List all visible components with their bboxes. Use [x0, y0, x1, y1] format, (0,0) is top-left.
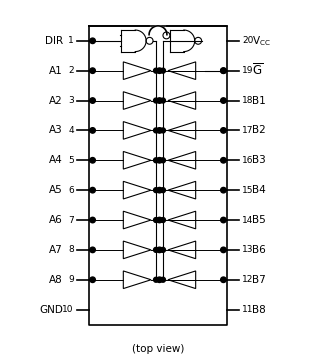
Text: B4: B4: [252, 185, 266, 195]
Text: (top view): (top view): [132, 344, 184, 354]
Circle shape: [154, 128, 158, 133]
Text: V$_{\mathregular{CC}}$: V$_{\mathregular{CC}}$: [252, 34, 271, 48]
Circle shape: [161, 247, 165, 252]
Circle shape: [90, 128, 95, 133]
Circle shape: [90, 98, 95, 103]
Text: A2: A2: [49, 96, 63, 106]
Circle shape: [90, 157, 95, 163]
Circle shape: [157, 217, 162, 223]
Circle shape: [157, 187, 162, 193]
Text: A5: A5: [49, 185, 63, 195]
Text: A8: A8: [49, 275, 63, 285]
Text: B8: B8: [252, 305, 266, 315]
Text: $\overline{\mathregular{G}}$: $\overline{\mathregular{G}}$: [252, 63, 263, 79]
Text: DIR: DIR: [45, 36, 63, 46]
Text: 2: 2: [68, 66, 74, 75]
Text: 9: 9: [68, 275, 74, 284]
Text: 20: 20: [242, 36, 254, 45]
Circle shape: [161, 128, 165, 133]
Circle shape: [157, 128, 162, 133]
Circle shape: [161, 217, 165, 222]
Circle shape: [154, 217, 158, 222]
Text: B6: B6: [252, 245, 266, 255]
Text: 14: 14: [242, 216, 254, 225]
Text: 15: 15: [242, 186, 254, 195]
Circle shape: [161, 158, 165, 163]
Circle shape: [161, 98, 165, 103]
Circle shape: [90, 38, 95, 44]
Circle shape: [154, 277, 158, 282]
Circle shape: [157, 157, 162, 163]
Text: 13: 13: [242, 245, 254, 255]
Circle shape: [90, 247, 95, 253]
Text: 11: 11: [242, 305, 254, 314]
Text: A4: A4: [49, 155, 63, 165]
Text: 19: 19: [242, 66, 254, 75]
Text: B7: B7: [252, 275, 266, 285]
Circle shape: [221, 128, 226, 133]
Text: 6: 6: [68, 186, 74, 195]
Text: 12: 12: [242, 275, 254, 284]
Text: 8: 8: [68, 245, 74, 255]
Text: 17: 17: [242, 126, 254, 135]
Circle shape: [157, 68, 162, 74]
Circle shape: [154, 188, 158, 192]
Circle shape: [157, 98, 162, 103]
Circle shape: [154, 68, 158, 73]
Text: A6: A6: [49, 215, 63, 225]
Text: 16: 16: [242, 156, 254, 165]
Circle shape: [221, 277, 226, 282]
Text: 4: 4: [68, 126, 74, 135]
Circle shape: [90, 187, 95, 193]
Circle shape: [221, 187, 226, 193]
Circle shape: [161, 188, 165, 192]
Circle shape: [157, 247, 162, 253]
Circle shape: [90, 277, 95, 282]
Text: B3: B3: [252, 155, 266, 165]
Circle shape: [221, 68, 226, 74]
Text: A1: A1: [49, 66, 63, 76]
Circle shape: [90, 217, 95, 223]
Circle shape: [90, 68, 95, 74]
Text: B5: B5: [252, 215, 266, 225]
Circle shape: [154, 158, 158, 163]
Circle shape: [161, 277, 165, 282]
Circle shape: [154, 98, 158, 103]
Text: A7: A7: [49, 245, 63, 255]
Text: 5: 5: [68, 156, 74, 165]
Text: B2: B2: [252, 125, 266, 135]
Text: 7: 7: [68, 216, 74, 225]
Polygon shape: [149, 26, 167, 35]
Text: 10: 10: [62, 305, 74, 314]
Text: 3: 3: [68, 96, 74, 105]
Text: 18: 18: [242, 96, 254, 105]
Text: A3: A3: [49, 125, 63, 135]
Circle shape: [154, 247, 158, 252]
Circle shape: [221, 157, 226, 163]
Circle shape: [221, 98, 226, 103]
Circle shape: [157, 277, 162, 282]
Circle shape: [221, 247, 226, 253]
Text: B1: B1: [252, 96, 266, 106]
Circle shape: [221, 68, 226, 74]
Circle shape: [221, 217, 226, 223]
Circle shape: [161, 68, 165, 73]
Text: GND: GND: [39, 305, 63, 315]
Text: 1: 1: [68, 36, 74, 45]
